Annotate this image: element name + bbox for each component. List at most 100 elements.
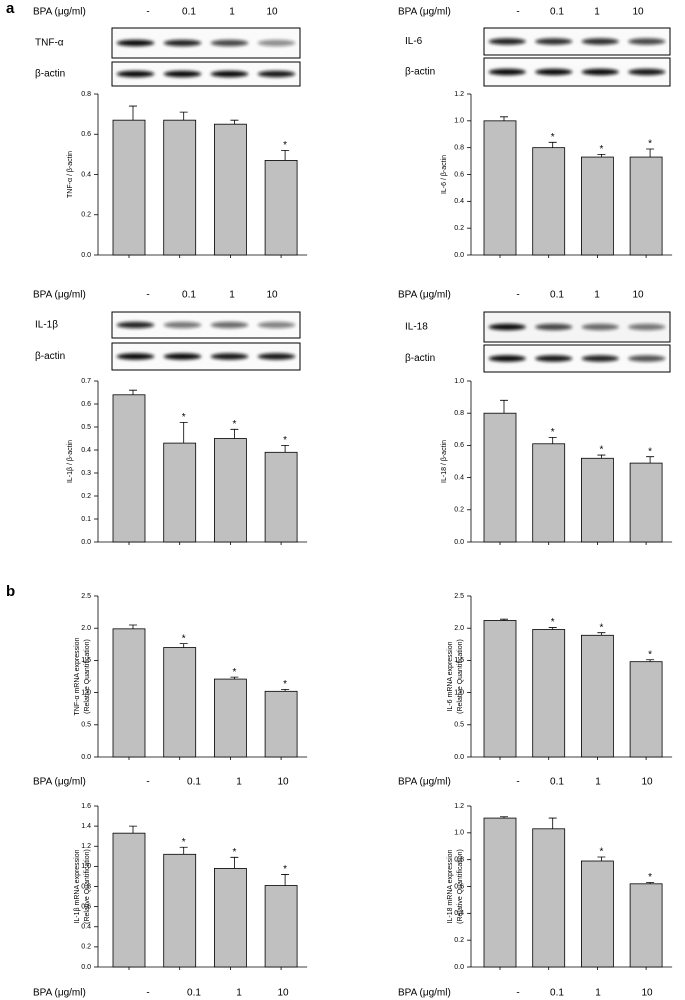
dose-label: - <box>146 988 149 999</box>
y-tick-label: 0.3 <box>81 470 91 477</box>
significance-mark: * <box>283 435 287 446</box>
significance-mark: * <box>182 633 186 644</box>
y-tick-label: 0.0 <box>454 252 464 259</box>
dose-label: 1 <box>229 290 235 301</box>
blot-band <box>210 321 249 329</box>
y-axis-label: IL-1β mRNA expression <box>74 849 81 923</box>
y-tick-label: 1.0 <box>454 118 464 125</box>
error-bar <box>230 856 239 869</box>
y-tick-label: 0.0 <box>454 754 464 761</box>
blot-band <box>628 38 666 45</box>
dose-label: 10 <box>277 777 289 788</box>
y-tick-label: 1.0 <box>81 689 91 696</box>
y-tick-label: 0.4 <box>454 474 464 481</box>
blot-band <box>257 39 296 47</box>
y-tick-label: 0.0 <box>81 754 91 761</box>
bar <box>532 147 566 256</box>
dose-label: 1 <box>595 988 601 999</box>
y-axis-label: (Relative Quantification) <box>457 639 464 714</box>
error-bar <box>500 399 508 414</box>
dose-label: - <box>516 7 519 18</box>
significance-mark: * <box>232 667 236 678</box>
error-bar <box>500 618 508 621</box>
error-bar <box>281 149 290 161</box>
dose-label: 1 <box>595 777 601 788</box>
dose-label: 1 <box>236 777 242 788</box>
blot-band <box>116 70 155 78</box>
dose-label: - <box>516 290 519 301</box>
y-tick-label: 0.6 <box>81 131 91 138</box>
error-bar <box>597 454 606 459</box>
y-axis-label: IL-18 mRNA expression <box>447 849 454 923</box>
significance-mark: * <box>182 412 186 423</box>
blot-band <box>116 353 155 360</box>
dose-label: 0.1 <box>550 7 564 18</box>
blot-label: β-actin <box>405 353 435 364</box>
y-tick-label: 1.0 <box>454 689 464 696</box>
y-tick-label: 0.2 <box>454 937 464 944</box>
y-tick-label: 0.2 <box>81 944 91 951</box>
bar <box>264 885 298 968</box>
y-tick-label: 0.4 <box>81 447 91 454</box>
bar <box>483 620 517 758</box>
dose-label: 10 <box>641 777 653 788</box>
error-bar <box>646 882 655 884</box>
significance-mark: * <box>599 622 603 633</box>
error-bar <box>281 688 290 692</box>
bar <box>581 860 614 968</box>
error-bar <box>129 389 137 395</box>
dose-label: 0.1 <box>187 988 201 999</box>
y-tick-label: 0.4 <box>81 924 91 931</box>
significance-mark: * <box>599 445 603 456</box>
significance-mark: * <box>648 139 652 150</box>
dose-label: 0.1 <box>550 777 564 788</box>
bar <box>264 451 298 543</box>
significance-mark: * <box>648 649 652 660</box>
blot-band <box>116 321 155 329</box>
dose-label: - <box>146 777 149 788</box>
blot-band <box>210 353 249 360</box>
blot-band <box>535 323 573 331</box>
error-bar <box>230 676 239 680</box>
error-bar <box>500 116 508 121</box>
significance-mark: * <box>283 679 287 690</box>
bar <box>532 443 566 543</box>
bar <box>112 832 146 968</box>
error-bar <box>548 141 557 148</box>
y-tick-label: 0.0 <box>454 539 464 546</box>
significance-mark: * <box>648 872 652 883</box>
dose-label: 10 <box>641 988 653 999</box>
significance-mark: * <box>599 847 603 858</box>
y-tick-label: 0.0 <box>81 539 91 546</box>
bpa-label: BPA (μg/ml) <box>398 988 451 999</box>
y-tick-label: 0.8 <box>454 857 464 864</box>
dose-label: 10 <box>277 988 289 999</box>
bar <box>264 160 298 256</box>
dose-label: 0.1 <box>187 777 201 788</box>
error-bar <box>646 456 655 464</box>
y-tick-label: 0.0 <box>81 252 91 259</box>
bpa-label: BPA (μg/ml) <box>398 777 451 788</box>
dose-label: 10 <box>632 7 644 18</box>
y-tick-label: 0.6 <box>454 883 464 890</box>
y-tick-label: 0.5 <box>81 722 91 729</box>
blot-label: TNF-α <box>35 38 64 49</box>
significance-mark: * <box>648 446 652 457</box>
bpa-label: BPA (μg/ml) <box>33 988 86 999</box>
y-tick-label: 0.2 <box>81 212 91 219</box>
y-tick-label: 0.0 <box>81 964 91 971</box>
significance-mark: * <box>599 144 603 155</box>
y-tick-label: 1.6 <box>81 803 91 810</box>
bar <box>264 690 298 758</box>
bar <box>483 817 517 968</box>
blot-band <box>535 355 573 362</box>
dose-label: 10 <box>266 290 278 301</box>
y-tick-label: 1.4 <box>81 823 91 830</box>
y-tick-label: 2.0 <box>81 625 91 632</box>
bar <box>163 647 197 758</box>
y-tick-label: 1.2 <box>81 843 91 850</box>
y-tick-label: 1.5 <box>81 657 91 664</box>
bar <box>483 120 517 256</box>
blot-band <box>488 38 526 45</box>
